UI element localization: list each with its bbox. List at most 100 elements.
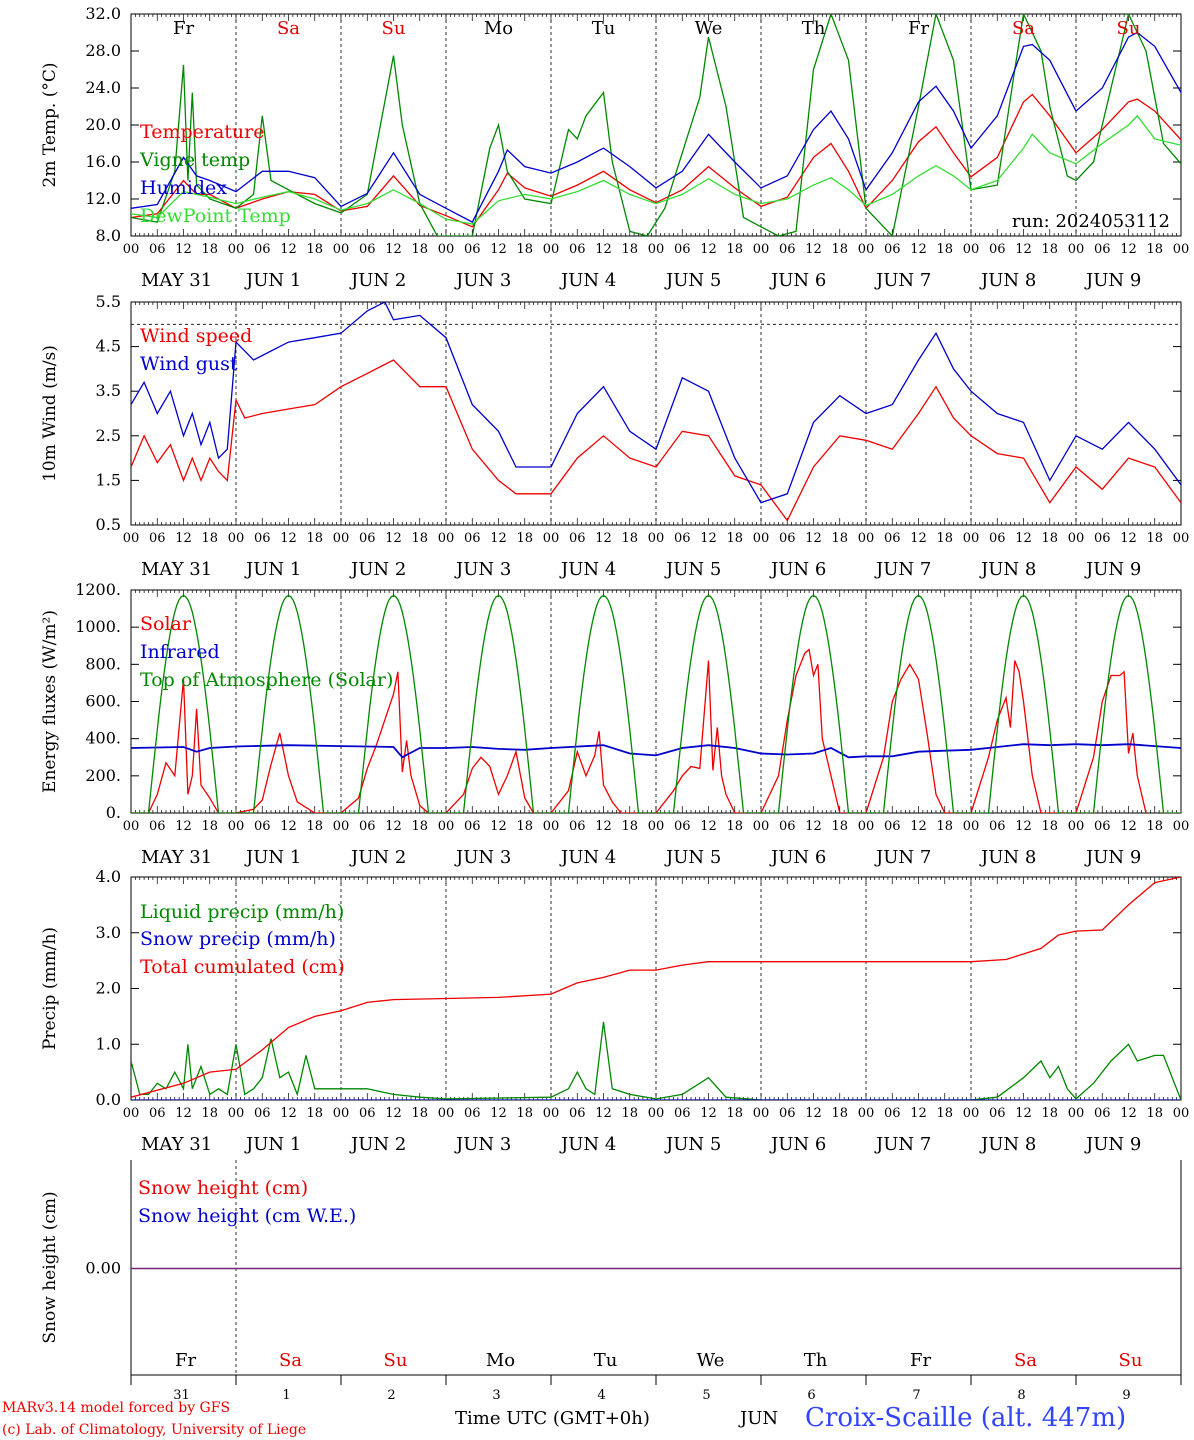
series-group (131, 877, 1181, 1100)
series-group (131, 14, 1181, 236)
y-tick-label: 32.0 (85, 4, 121, 23)
x-tick-label: 12 (175, 1106, 192, 1121)
day-number: 6 (807, 1388, 815, 1403)
x-tick-label: 00 (333, 819, 350, 834)
x-tick-label: 18 (1041, 531, 1058, 546)
day-label: JUN 6 (769, 847, 826, 868)
x-tick-label: 12 (385, 531, 402, 546)
x-tick-label: 18 (1146, 1106, 1163, 1121)
day-label: JUN 6 (769, 270, 826, 291)
x-tick-label: 00 (333, 1106, 350, 1121)
y-tick-label: 2.0 (96, 979, 121, 998)
day-label: JUN 6 (769, 559, 826, 580)
series-line-infrared (131, 743, 1181, 759)
y-axis-title: 2m Temp. (°C) (40, 62, 60, 187)
x-tick-label: 06 (464, 1106, 481, 1121)
x-tick-label: 12 (490, 531, 507, 546)
x-tick-label: 00 (438, 1106, 455, 1121)
x-tick-label: 12 (280, 531, 297, 546)
credit-line-2: (c) Lab. of Climatology, University of L… (2, 1422, 306, 1438)
y-tick-label: 0. (106, 803, 121, 822)
x-tick-label: 00 (1173, 819, 1190, 834)
legend-entry: Total cumulated (cm) (140, 956, 345, 978)
x-tick-label: 00 (228, 1106, 245, 1121)
panel-2: 00 06 12 18 00 06 12 18 00 06 12 18 00 06 12 18 00 06 12 18… (40, 292, 1189, 580)
x-tick-label: 18 (831, 819, 848, 834)
x-tick-label: 06 (1094, 242, 1111, 257)
x-tick-label: 18 (306, 531, 323, 546)
day-label: JUN 2 (349, 559, 406, 580)
day-number: 2 (387, 1388, 395, 1403)
x-tick-label: 18 (201, 819, 218, 834)
day-number: 8 (1017, 1388, 1025, 1403)
y-tick-label: 4.5 (96, 337, 121, 356)
day-label: JUN 4 (559, 270, 616, 291)
x-tick-label: 12 (910, 1106, 927, 1121)
y-tick-label: 16.0 (85, 152, 121, 171)
x-tick-label: 06 (464, 531, 481, 546)
x-tick-label: 12 (910, 531, 927, 546)
x-tick-label: 12 (1120, 819, 1137, 834)
x-tick-label: 06 (254, 242, 271, 257)
x-tick-label: 00 (1068, 1106, 1085, 1121)
x-tick-label: 12 (385, 1106, 402, 1121)
x-tick-label: 06 (1094, 819, 1111, 834)
y-axis-title: Snow height (cm) (40, 1191, 60, 1343)
x-tick-label: 18 (621, 1106, 638, 1121)
x-tick-label: 06 (254, 819, 271, 834)
x-tick-label: 18 (621, 242, 638, 257)
x-tick-label: 00 (1173, 242, 1190, 257)
x-tick-label: 12 (910, 819, 927, 834)
x-tick-label: 18 (936, 242, 953, 257)
x-tick-label: 00 (438, 819, 455, 834)
x-tick-label: 12 (1015, 1106, 1032, 1121)
weekday-label: Su (1119, 1350, 1143, 1371)
legend-entry: Infrared (140, 641, 220, 663)
day-label: JUN 9 (1084, 559, 1141, 580)
x-tick-label: 06 (359, 531, 376, 546)
y-axis-title: Precip (mm/h) (40, 927, 60, 1050)
x-tick-label: 00 (753, 1106, 770, 1121)
x-tick-label: 00 (438, 531, 455, 546)
x-tick-label: 12 (700, 242, 717, 257)
x-tick-label: 00 (333, 531, 350, 546)
weekday-label: Su (384, 1350, 408, 1371)
x-tick-label: 12 (805, 819, 822, 834)
x-tick-label: 18 (516, 1106, 533, 1121)
series-line-dewpoint-temp (131, 114, 1181, 225)
y-tick-label: 24.0 (85, 78, 121, 97)
x-tick-label: 12 (385, 819, 402, 834)
time-axis-label: Time UTC (GMT+0h) (455, 1408, 650, 1429)
weekday-label: Fr (173, 18, 194, 39)
x-tick-label: 18 (726, 242, 743, 257)
x-tick-label: 18 (1041, 242, 1058, 257)
panel-3: 00 06 12 18 00 06 12 18 00 06 12 18 00 06 12 18 00 06 12 18… (40, 580, 1189, 868)
weekday-label: Sa (1012, 18, 1035, 39)
x-tick-label: 00 (648, 242, 665, 257)
day-number: 4 (597, 1388, 605, 1403)
day-label: JUN 3 (454, 270, 511, 291)
x-tick-label: 06 (569, 1106, 586, 1121)
weekday-label: Mo (486, 1350, 515, 1371)
x-tick-label: 00 (858, 819, 875, 834)
x-tick-label: 18 (306, 819, 323, 834)
credit-line-1: MARv3.14 model forced by GFS (2, 1400, 230, 1416)
x-tick-label: 12 (805, 1106, 822, 1121)
x-tick-label: 00 (648, 531, 665, 546)
y-tick-label: 20.0 (85, 115, 121, 134)
x-tick-label: 06 (779, 531, 796, 546)
series-line-total-cumulated-cm- (131, 877, 1181, 1098)
legend-entry: DewPoint Temp (140, 205, 291, 227)
x-tick-label: 00 (963, 1106, 980, 1121)
x-tick-label: 06 (779, 242, 796, 257)
x-tick-label: 06 (149, 531, 166, 546)
weekday-label: Su (1117, 18, 1141, 39)
weekday-label: Su (382, 18, 406, 39)
weekday-label: Th (804, 1350, 828, 1371)
x-tick-label: 18 (936, 819, 953, 834)
x-tick-label: 12 (1015, 819, 1032, 834)
x-tick-label: 00 (1173, 531, 1190, 546)
weekday-label: Fr (910, 1350, 931, 1371)
x-tick-label: 06 (149, 819, 166, 834)
y-tick-label: 2.5 (96, 426, 121, 445)
